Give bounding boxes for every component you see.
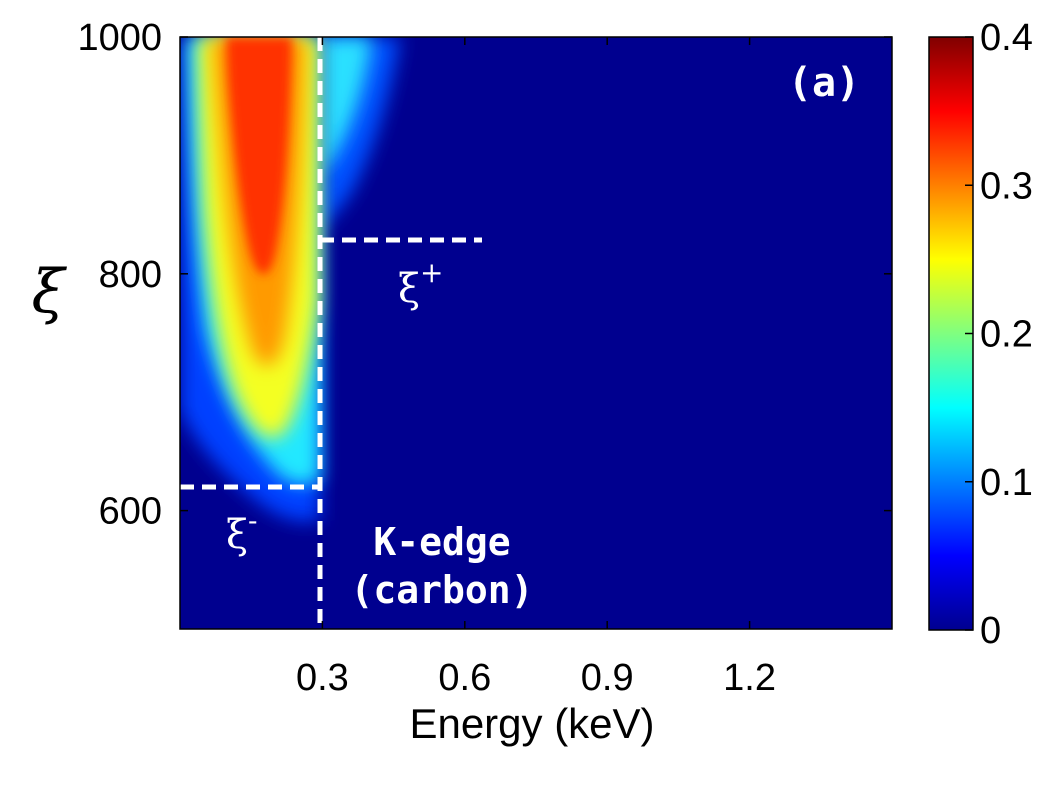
xi-plus-sup: +	[420, 256, 443, 289]
y-axis-title: ξ	[31, 257, 67, 327]
heatmap-shoulder-inner	[320, 37, 372, 172]
annotation-lines	[180, 37, 482, 628]
x-tick-label: 1.2	[723, 657, 776, 699]
xi-plus-label: ξ+	[398, 256, 444, 312]
xi-minus-sup: -	[248, 504, 257, 537]
xi-minus-label: ξ-	[226, 504, 258, 558]
x-tick-label: 0.3	[296, 657, 349, 699]
colorbar-tick-label: 0.2	[980, 314, 1033, 356]
k-edge-label-line1: K-edge	[373, 520, 510, 564]
y-axis: 600 800 1000	[77, 17, 892, 533]
y-tick-label: 800	[99, 254, 162, 296]
colorbar-axis: 0 0.1 0.2 0.3 0.4	[965, 17, 1033, 652]
x-tick-label: 0.9	[581, 657, 634, 699]
colorbar-tick-label: 0.4	[980, 17, 1033, 59]
xi-plus-base: ξ	[398, 266, 420, 312]
panel-label: (a)	[788, 60, 860, 106]
k-edge-label-line2: (carbon)	[350, 568, 533, 612]
colorbar-tick-label: 0	[980, 610, 1001, 652]
plot-frame	[179, 36, 893, 630]
x-tick-label: 0.6	[438, 657, 491, 699]
colorbar-tick-label: 0.1	[980, 462, 1033, 504]
x-axis-title: Energy (keV)	[409, 700, 654, 747]
heatmap-band-red	[226, 37, 292, 275]
xi-minus-base: ξ	[226, 512, 248, 558]
heatmap-field	[180, 37, 400, 522]
y-tick-label: 600	[99, 491, 162, 533]
x-axis: 0.3 0.6 0.9 1.2	[296, 37, 776, 699]
y-tick-label: 1000	[77, 17, 162, 59]
colorbar-tick-label: 0.3	[980, 165, 1033, 207]
